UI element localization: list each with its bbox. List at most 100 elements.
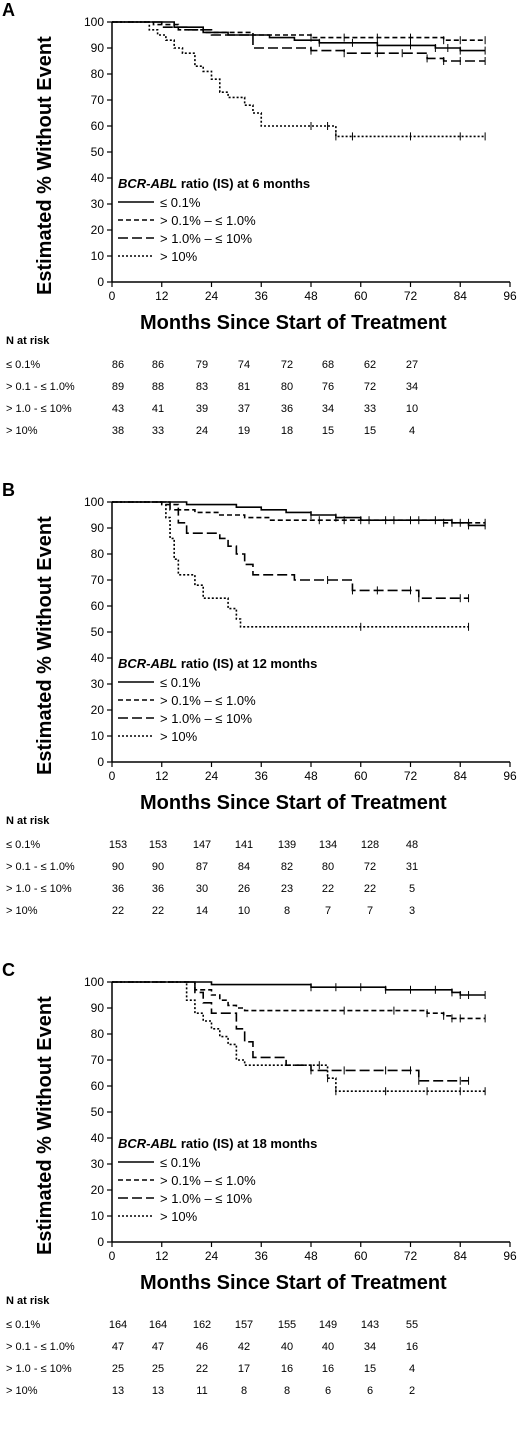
panel-label: A — [2, 0, 15, 20]
risk-count: 80 — [321, 861, 335, 873]
legend-label: > 0.1% – ≤ 1.0% — [160, 212, 256, 228]
x-tick-label: 0 — [109, 769, 116, 783]
legend-entry: ≤ 0.1% — [118, 673, 317, 691]
risk-row-label: > 1.0 - ≤ 10% — [6, 1363, 72, 1375]
legend-entry: > 10% — [118, 1207, 317, 1225]
legend-swatch — [118, 1161, 154, 1163]
x-tick-label: 60 — [354, 1249, 368, 1263]
risk-row-label: > 0.1 - ≤ 1.0% — [6, 861, 75, 873]
risk-count: 39 — [195, 403, 209, 415]
y-tick-label: 100 — [84, 15, 104, 29]
risk-count: 42 — [237, 1341, 251, 1353]
risk-count: 143 — [360, 1319, 380, 1331]
y-tick-label: 20 — [91, 703, 105, 717]
legend-title: BCR-ABL ratio (IS) at 6 months — [118, 176, 310, 191]
risk-count: 8 — [283, 905, 291, 917]
series-line-2 — [112, 21, 486, 62]
y-tick-label: 60 — [91, 119, 105, 133]
x-tick-label: 24 — [205, 289, 219, 303]
risk-row-label: > 0.1 - ≤ 1.0% — [6, 1341, 75, 1353]
risk-count: 62 — [363, 359, 377, 371]
legend-swatch — [118, 1179, 154, 1181]
risk-count: 17 — [237, 1363, 251, 1375]
risk-row-label: ≤ 0.1% — [6, 1319, 41, 1331]
legend-title-gene: BCR-ABL — [118, 1136, 178, 1151]
x-tick-label: 60 — [354, 289, 368, 303]
risk-count: 86 — [111, 359, 125, 371]
risk-count: 8 — [240, 1385, 248, 1397]
legend-swatch — [118, 1215, 154, 1217]
risk-count: 72 — [280, 359, 294, 371]
legend-entry: > 10% — [118, 247, 310, 265]
risk-count: 33 — [363, 403, 377, 415]
risk-count: 5 — [408, 883, 416, 895]
risk-count: 22 — [151, 905, 165, 917]
risk-count: 33 — [151, 425, 165, 437]
risk-count: 22 — [195, 1363, 209, 1375]
risk-count: 19 — [237, 425, 251, 437]
risk-count: 36 — [151, 883, 165, 895]
risk-row-label: > 10% — [6, 425, 38, 437]
x-tick-label: 48 — [304, 1249, 318, 1263]
risk-count: 30 — [195, 883, 209, 895]
legend-label: > 1.0% – ≤ 10% — [160, 710, 253, 726]
y-tick-label: 90 — [91, 1001, 105, 1015]
legend-entry: ≤ 0.1% — [118, 193, 310, 211]
y-tick-label: 100 — [84, 975, 104, 989]
chart-panel-B: B 0 10 20 30 40 50 60 70 80 90 100 0 12 24 36 48 60 72 84 96… — [0, 480, 520, 950]
y-tick-label: 40 — [91, 1131, 105, 1145]
series-line-2 — [112, 981, 469, 1082]
risk-count: 16 — [321, 1363, 335, 1375]
km-plot: 0 10 20 30 40 50 60 70 80 90 100 0 12 24 36 48 60 72 84 96 — [84, 495, 517, 783]
series-line-0 — [112, 501, 486, 527]
risk-count: 40 — [321, 1341, 335, 1353]
risk-count: 47 — [111, 1341, 125, 1353]
risk-count: 15 — [321, 425, 335, 437]
risk-count: 134 — [318, 839, 338, 851]
risk-count: 41 — [151, 403, 165, 415]
risk-count: 37 — [237, 403, 251, 415]
risk-count: 36 — [111, 883, 125, 895]
risk-count: 4 — [408, 1363, 416, 1375]
risk-row: > 10% 38 33 24 19 18 15 15 4 — [6, 421, 516, 443]
risk-count: 84 — [237, 861, 251, 873]
risk-count: 3 — [408, 905, 416, 917]
risk-count: 147 — [192, 839, 212, 851]
risk-count: 22 — [321, 883, 335, 895]
x-tick-label: 84 — [454, 1249, 468, 1263]
legend-title-text: ratio (IS) at 6 months — [177, 176, 311, 191]
panel-label: C — [2, 960, 15, 980]
x-tick-label: 36 — [255, 289, 269, 303]
legend-swatch — [118, 237, 154, 239]
x-tick-label: 84 — [454, 769, 468, 783]
x-tick-label: 0 — [109, 1249, 116, 1263]
risk-row: > 0.1 - ≤ 1.0% 47 47 46 42 40 40 34 16 — [6, 1337, 516, 1359]
risk-count: 153 — [148, 839, 168, 851]
risk-count: 22 — [363, 883, 377, 895]
panel-label: B — [2, 480, 15, 500]
y-tick-label: 10 — [91, 249, 105, 263]
risk-row: ≤ 0.1% 86 86 79 74 72 68 62 27 — [6, 355, 516, 377]
risk-count: 22 — [111, 905, 125, 917]
risk-table-header: N at risk — [6, 1295, 50, 1307]
risk-count: 40 — [280, 1341, 294, 1353]
y-tick-label: 30 — [91, 1157, 105, 1171]
series-line-1 — [112, 21, 486, 41]
risk-count: 14 — [195, 905, 209, 917]
x-tick-label: 60 — [354, 769, 368, 783]
legend-swatch — [118, 699, 154, 701]
legend-title: BCR-ABL ratio (IS) at 12 months — [118, 656, 317, 671]
x-tick-label: 72 — [404, 769, 418, 783]
risk-count: 6 — [324, 1385, 332, 1397]
risk-count: 76 — [321, 381, 335, 393]
y-tick-label: 0 — [97, 275, 104, 289]
y-tick-label: 10 — [91, 729, 105, 743]
legend-swatch — [118, 219, 154, 221]
risk-count: 18 — [280, 425, 294, 437]
legend-entry: > 1.0% – ≤ 10% — [118, 709, 317, 727]
legend-label: > 1.0% – ≤ 10% — [160, 230, 253, 246]
risk-count: 6 — [366, 1385, 374, 1397]
risk-row: > 10% 13 13 11 8 8 6 6 2 — [6, 1381, 516, 1403]
risk-table: N at risk ≤ 0.1% 86 86 79 74 72 68 62 27 > 0.1 - ≤… — [6, 335, 516, 443]
risk-count: 141 — [234, 839, 254, 851]
